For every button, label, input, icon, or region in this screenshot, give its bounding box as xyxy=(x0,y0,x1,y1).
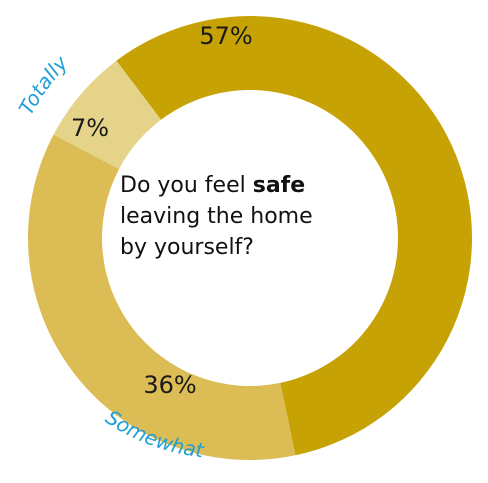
slice-label-57: 57% xyxy=(199,22,252,50)
center-question: Do you feel safe leaving the home by you… xyxy=(120,170,360,263)
slice-no xyxy=(116,16,472,456)
slice-label-7: 7% xyxy=(71,114,109,142)
question-prefix: Do you feel xyxy=(120,173,253,198)
question-line-3: by yourself? xyxy=(120,235,254,260)
slice-somewhat xyxy=(27,134,296,460)
question-emphasis: safe xyxy=(252,173,306,198)
slice-totally xyxy=(53,60,161,169)
question-line-2: leaving the home xyxy=(120,204,313,229)
arc-label-totally: Totally xyxy=(14,50,73,119)
question-line-1: Do you feel safe xyxy=(120,170,360,201)
slice-label-36: 36% xyxy=(143,371,196,399)
